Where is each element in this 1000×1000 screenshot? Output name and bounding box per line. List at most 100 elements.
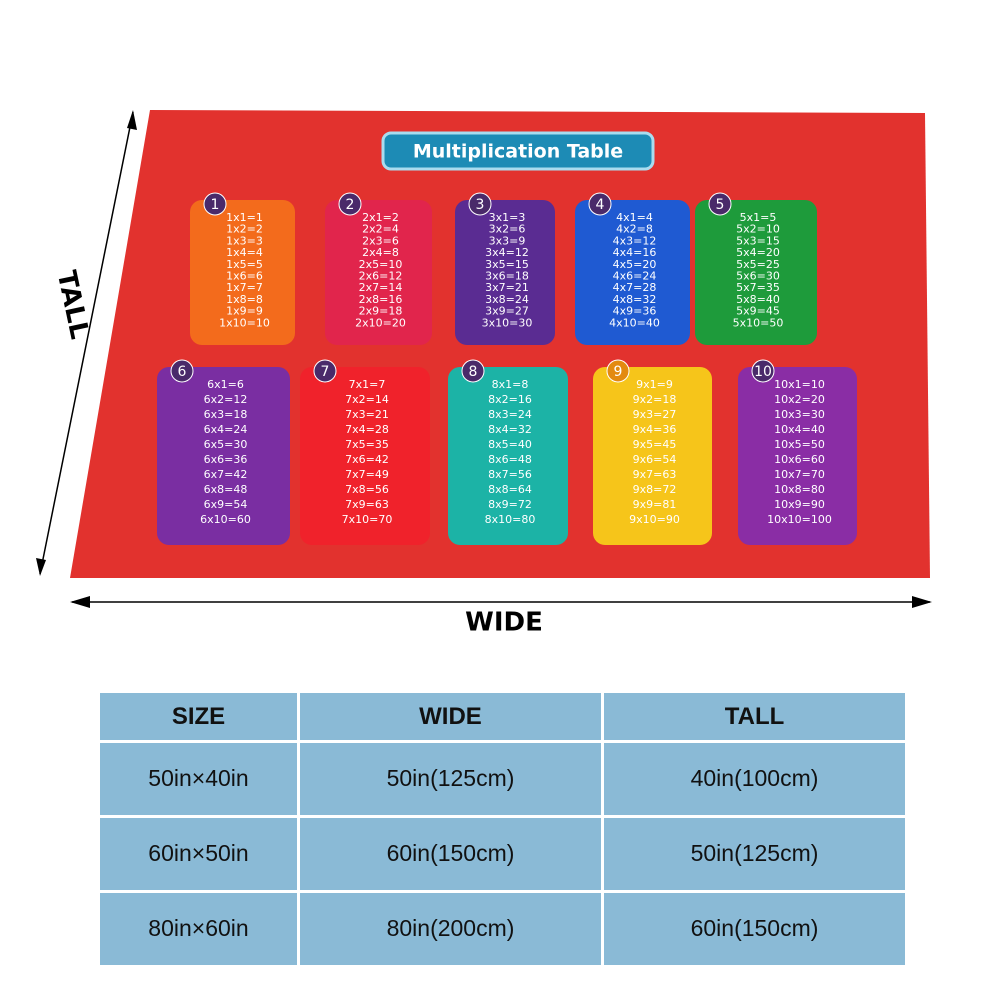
table-value: 60in(150cm)	[691, 915, 819, 941]
card	[455, 200, 555, 345]
product-line: 4x8=32	[613, 293, 657, 306]
product-line: 7x6=42	[345, 453, 389, 466]
card	[157, 367, 290, 545]
product-line: 8x9=72	[488, 498, 532, 511]
card	[575, 200, 690, 345]
product-line: 6x10=60	[200, 513, 251, 526]
product-line: 1x7=7	[226, 281, 263, 294]
table-value: 40in(100cm)	[691, 765, 819, 791]
product-line: 9x7=63	[633, 468, 677, 481]
table-cell	[604, 743, 905, 815]
product-line: 5x2=10	[736, 223, 780, 236]
product-line: 2x6=12	[359, 270, 403, 283]
product-line: 3x9=27	[485, 305, 529, 318]
card	[593, 367, 712, 545]
card-number: 5	[716, 197, 725, 213]
table-value: 50in(125cm)	[691, 840, 819, 866]
table-cell	[300, 818, 601, 890]
card-number: 4	[596, 197, 605, 213]
number-badge	[708, 192, 732, 216]
product-line: 9x9=81	[633, 498, 677, 511]
product-line: 10x6=60	[774, 453, 825, 466]
table-cell	[100, 693, 297, 740]
product-line: 2x4=8	[362, 246, 399, 259]
product-line: 9x1=9	[636, 378, 673, 391]
card	[448, 367, 568, 545]
card-number: 3	[476, 197, 485, 213]
product-line: 8x2=16	[488, 393, 532, 406]
product-line: 7x5=35	[345, 438, 389, 451]
product-line: 7x3=21	[345, 408, 389, 421]
table-value: 60in×50in	[148, 840, 248, 866]
card-number: 7	[321, 364, 330, 380]
product-line: 1x5=5	[226, 258, 263, 271]
product-line: 10x5=50	[774, 438, 825, 451]
product-line: 9x10=90	[629, 513, 680, 526]
product-line: 2x5=10	[359, 258, 403, 271]
product-line: 2x9=18	[359, 305, 403, 318]
number-badge	[751, 359, 775, 383]
product-line: 6x8=48	[204, 483, 248, 496]
product-line: 5x4=20	[736, 246, 780, 259]
product-line: 7x10=70	[342, 513, 393, 526]
table-header: SIZE	[172, 703, 225, 730]
table-cell	[100, 743, 297, 815]
product-line: 1x8=8	[226, 293, 263, 306]
product-line: 10x2=20	[774, 393, 825, 406]
tall-arrow	[39, 111, 134, 575]
product-line: 4x2=8	[616, 223, 653, 236]
tall-label: TALL	[51, 268, 95, 342]
title: Multiplication Table	[413, 141, 623, 163]
table-value: 60in(150cm)	[387, 840, 515, 866]
card-number: 1	[211, 197, 220, 213]
product-line: 5x6=30	[736, 270, 780, 283]
card-number: 2	[346, 197, 355, 213]
product-line: 1x9=9	[226, 305, 263, 318]
product-line: 7x4=28	[345, 423, 389, 436]
product-line: 3x2=6	[489, 223, 526, 236]
product-line: 1x1=1	[226, 211, 263, 224]
product-line: 9x3=27	[633, 408, 677, 421]
product-line: 3x10=30	[482, 316, 533, 329]
table-cell	[604, 893, 905, 965]
product-line: 3x6=18	[485, 270, 529, 283]
table-cell	[604, 818, 905, 890]
product-line: 5x1=5	[740, 211, 777, 224]
number-badge	[461, 359, 485, 383]
card	[738, 367, 857, 545]
product-line: 2x7=14	[359, 281, 403, 294]
product-line: 10x1=10	[774, 378, 825, 391]
number-badge	[588, 192, 612, 216]
card	[190, 200, 295, 345]
product-line: 5x7=35	[736, 281, 780, 294]
product-line: 10x4=40	[774, 423, 825, 436]
arrow-head	[127, 110, 137, 130]
product-line: 4x1=4	[616, 211, 653, 224]
table-header: WIDE	[419, 703, 482, 730]
arrow-head	[912, 596, 932, 608]
product-line: 1x10=10	[219, 316, 270, 329]
table-header: TALL	[725, 703, 785, 730]
product-line: 7x9=63	[345, 498, 389, 511]
product-line: 9x5=45	[633, 438, 677, 451]
product-line: 2x3=6	[362, 234, 399, 247]
card	[300, 367, 430, 545]
number-badge	[606, 359, 630, 383]
product-line: 3x7=21	[485, 281, 529, 294]
product-line: 8x7=56	[488, 468, 532, 481]
product-line: 6x7=42	[204, 468, 248, 481]
card	[325, 200, 432, 345]
card-number: 6	[178, 364, 187, 380]
number-badge	[170, 359, 194, 383]
product-line: 10x8=80	[774, 483, 825, 496]
table-cell	[300, 893, 601, 965]
product-line: 6x4=24	[204, 423, 248, 436]
table-cell	[604, 693, 905, 740]
product-line: 6x6=36	[204, 453, 248, 466]
title-box	[381, 131, 655, 171]
product-line: 1x4=4	[226, 246, 263, 259]
table-cell	[100, 893, 297, 965]
product-line: 2x2=4	[362, 223, 399, 236]
product-line: 8x10=80	[485, 513, 536, 526]
